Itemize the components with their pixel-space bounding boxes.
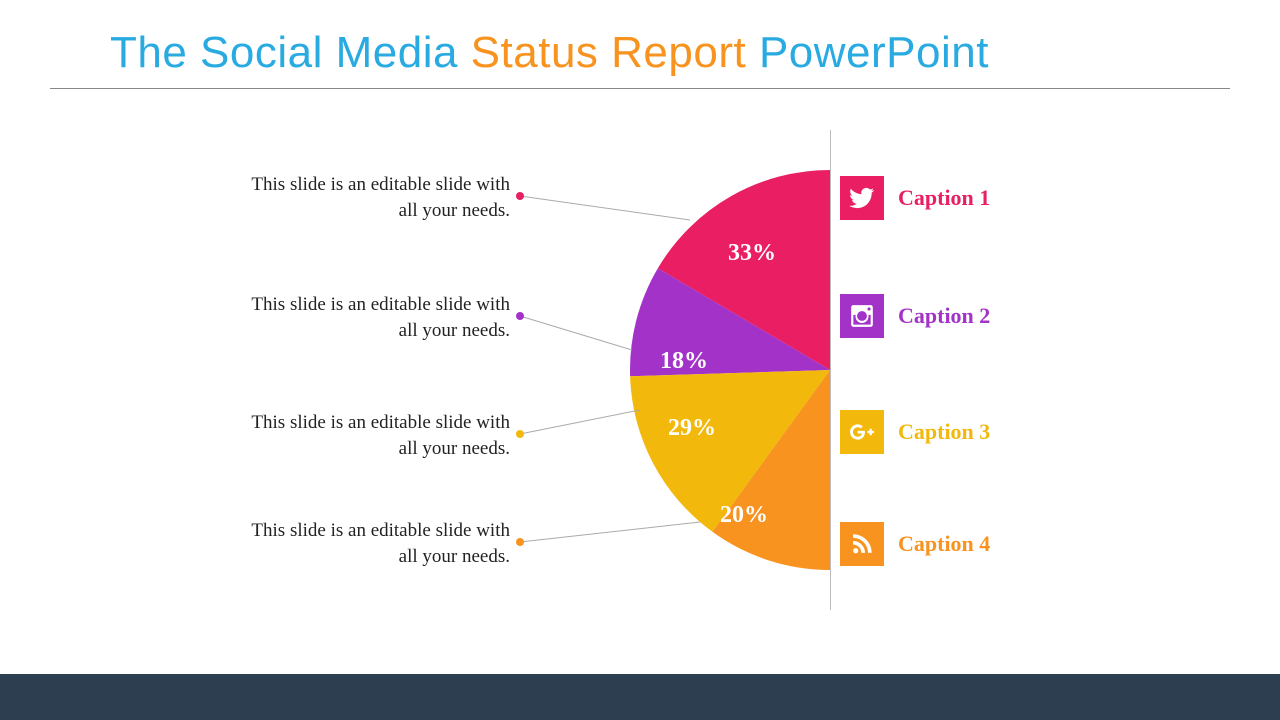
caption-label: Caption 2 [898,303,990,329]
caption-row: Caption 1 [840,176,990,220]
leader-dot [516,192,524,200]
title-part-1: The Social Media [110,28,471,77]
slice-description: This slide is an editable slide with all… [230,518,510,569]
caption-label: Caption 4 [898,531,990,557]
caption-row: Caption 2 [840,294,990,338]
leader-dot [516,312,524,320]
leader-dot [516,538,524,546]
slice-description: This slide is an editable slide with all… [230,292,510,343]
title-bar: The Social Media Status Report PowerPoin… [50,0,1230,89]
vertical-divider [830,130,831,610]
caption-row: Caption 4 [840,522,990,566]
slice-description: This slide is an editable slide with all… [230,172,510,223]
caption-row: Caption 3 [840,410,990,454]
caption-label: Caption 3 [898,419,990,445]
footer-bar [0,674,1280,720]
twitter-icon [840,176,884,220]
rss-icon [840,522,884,566]
instagram-icon [840,294,884,338]
caption-label: Caption 1 [898,185,990,211]
gplus-icon [840,410,884,454]
page-title: The Social Media Status Report PowerPoin… [110,28,1170,78]
leader-dot [516,430,524,438]
title-part-3: PowerPoint [759,28,989,77]
title-part-2: Status Report [471,28,759,77]
chart-stage: 33%18%29%20%This slide is an editable sl… [0,110,1280,650]
slice-description: This slide is an editable slide with all… [230,410,510,461]
